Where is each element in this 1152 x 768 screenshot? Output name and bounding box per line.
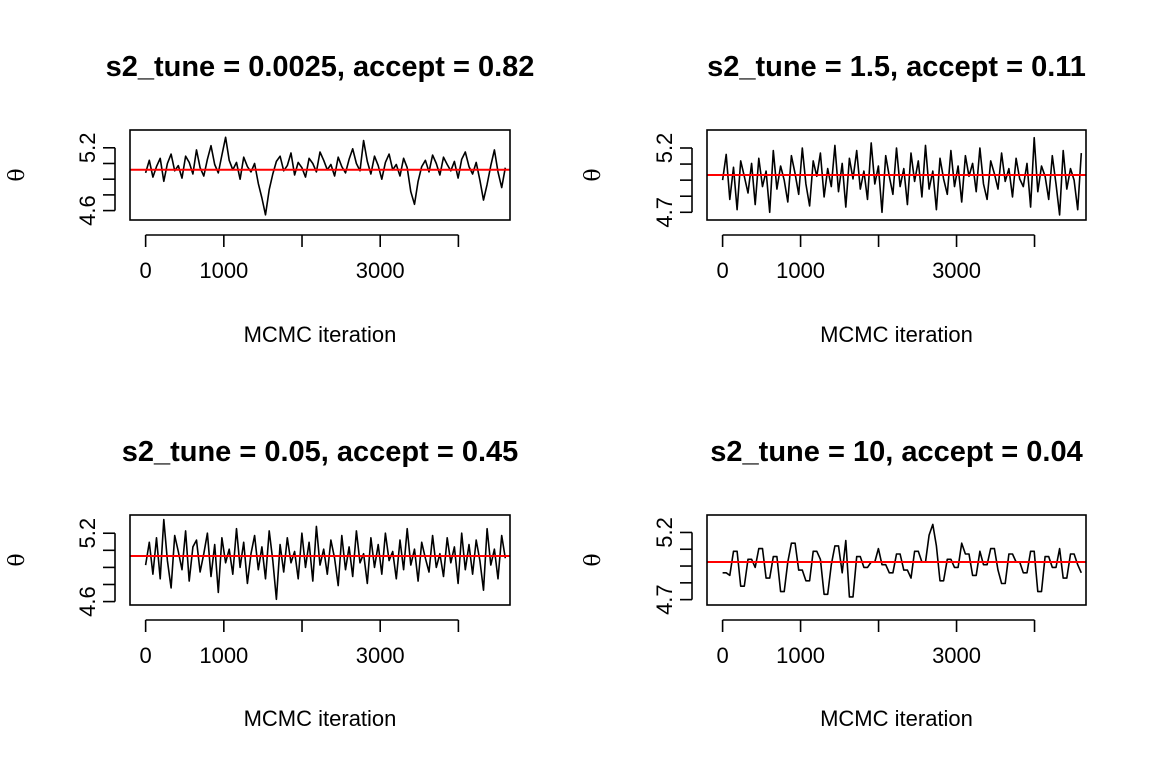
plot-frame [706, 514, 1087, 606]
plot-frame [706, 129, 1087, 221]
y-tick-label: 5.2 [75, 518, 100, 549]
trace-line [144, 518, 507, 601]
chart-title: s2_tune = 0.0025, accept = 0.82 [106, 51, 535, 83]
x-tick-label: 3000 [932, 258, 981, 283]
trace-line [722, 523, 1083, 598]
x-axis-label: MCMC iteration [244, 322, 397, 347]
y-tick-label: 4.7 [652, 197, 677, 228]
chart-title: s2_tune = 1.5, accept = 0.11 [707, 51, 1086, 83]
x-tick-label: 3000 [932, 643, 981, 668]
x-tick-label: 1000 [776, 643, 825, 668]
y-tick-label: 5.2 [652, 517, 677, 548]
x-axis-label: MCMC iteration [244, 706, 397, 731]
y-tick-label: 4.6 [75, 586, 100, 617]
panel-3: s2_tune = 0.05, accept = 0.45 0 1000 3000 4.… [5, 436, 518, 731]
x-tick-label: 0 [716, 258, 728, 283]
trace-line [721, 136, 1083, 216]
x-tick-label: 1000 [199, 258, 248, 283]
x-axis-label: MCMC iteration [820, 706, 973, 731]
x-tick-label: 3000 [356, 643, 405, 668]
plot-frame [129, 129, 511, 221]
x-tick-label: 1000 [776, 258, 825, 283]
chart-title: s2_tune = 0.05, accept = 0.45 [122, 436, 519, 468]
y-axis-label: θ [5, 168, 30, 181]
x-tick-label: 0 [140, 643, 152, 668]
y-tick-label: 4.7 [652, 584, 677, 615]
y-tick-label: 4.6 [75, 195, 100, 226]
panel-1: s2_tune = 0.0025, accept = 0.82 0 1000 3000… [5, 51, 534, 347]
y-axis-label: θ [581, 168, 606, 181]
x-tick-label: 0 [716, 643, 728, 668]
trace-line [144, 136, 507, 216]
x-axis-label: MCMC iteration [820, 322, 973, 347]
y-axis-label: θ [581, 553, 606, 566]
panel-2: s2_tune = 1.5, accept = 0.11 0 1000 3000 4.7… [581, 51, 1087, 347]
panel-4: s2_tune = 10, accept = 0.04 0 1000 3000 4.7 5… [581, 436, 1087, 731]
plot-frame [129, 514, 511, 606]
x-tick-label: 0 [140, 258, 152, 283]
x-tick-label: 3000 [356, 258, 405, 283]
y-tick-label: 5.2 [652, 133, 677, 164]
y-tick-label: 5.2 [75, 132, 100, 163]
x-tick-label: 1000 [199, 643, 248, 668]
y-axis-label: θ [5, 553, 30, 566]
chart-title: s2_tune = 10, accept = 0.04 [710, 436, 1082, 468]
